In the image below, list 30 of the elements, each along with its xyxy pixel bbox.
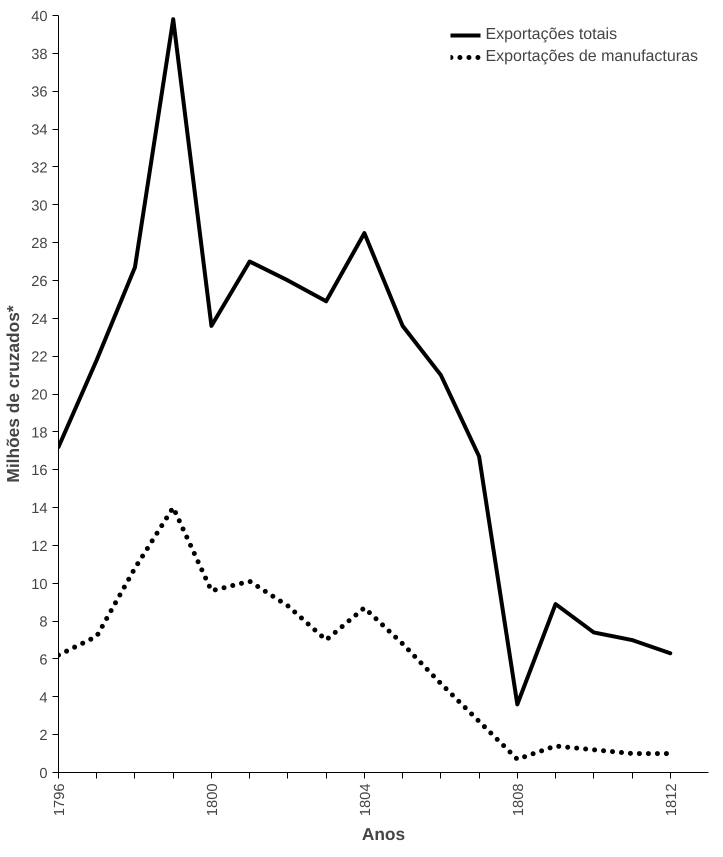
y-tick-label: 34 [31,122,48,139]
y-tick-label: 16 [31,463,48,480]
y-tick-label: 30 [31,198,48,214]
x-axis-title: Anos [362,824,406,844]
y-tick-label: 38 [31,46,48,63]
y-tick-label: 32 [31,160,48,176]
y-tick-label: 12 [31,538,48,555]
y-tick-label: 8 [39,614,48,631]
y-axis-title: Milhões de cruzados* [3,305,24,483]
legend-label: Exportações de manufacturas [485,48,698,66]
y-tick-label: 4 [39,690,48,706]
y-tick-label: 20 [31,388,48,404]
x-tick-label: 1808 [510,783,527,816]
y-tick-label: 2 [39,728,48,744]
x-tick-label: 1812 [664,783,680,816]
y-tick-label: 40 [31,9,48,25]
y-tick-label: 14 [31,501,48,518]
legend-label: Exportações totais [485,26,618,44]
x-tick-label: 1804 [358,783,374,816]
y-tick-label: 26 [31,274,48,290]
x-tick-label: 1796 [52,783,68,816]
y-tick-label: 0 [39,766,48,782]
y-tick-label: 36 [31,84,48,101]
y-tick-label: 22 [31,350,48,366]
y-tick-label: 28 [31,236,48,252]
x-tick-label: 1800 [204,783,221,816]
y-tick-label: 10 [31,576,48,593]
y-tick-label: 18 [31,425,48,442]
y-tick-label: 6 [39,652,48,668]
y-tick-label: 24 [31,312,48,328]
